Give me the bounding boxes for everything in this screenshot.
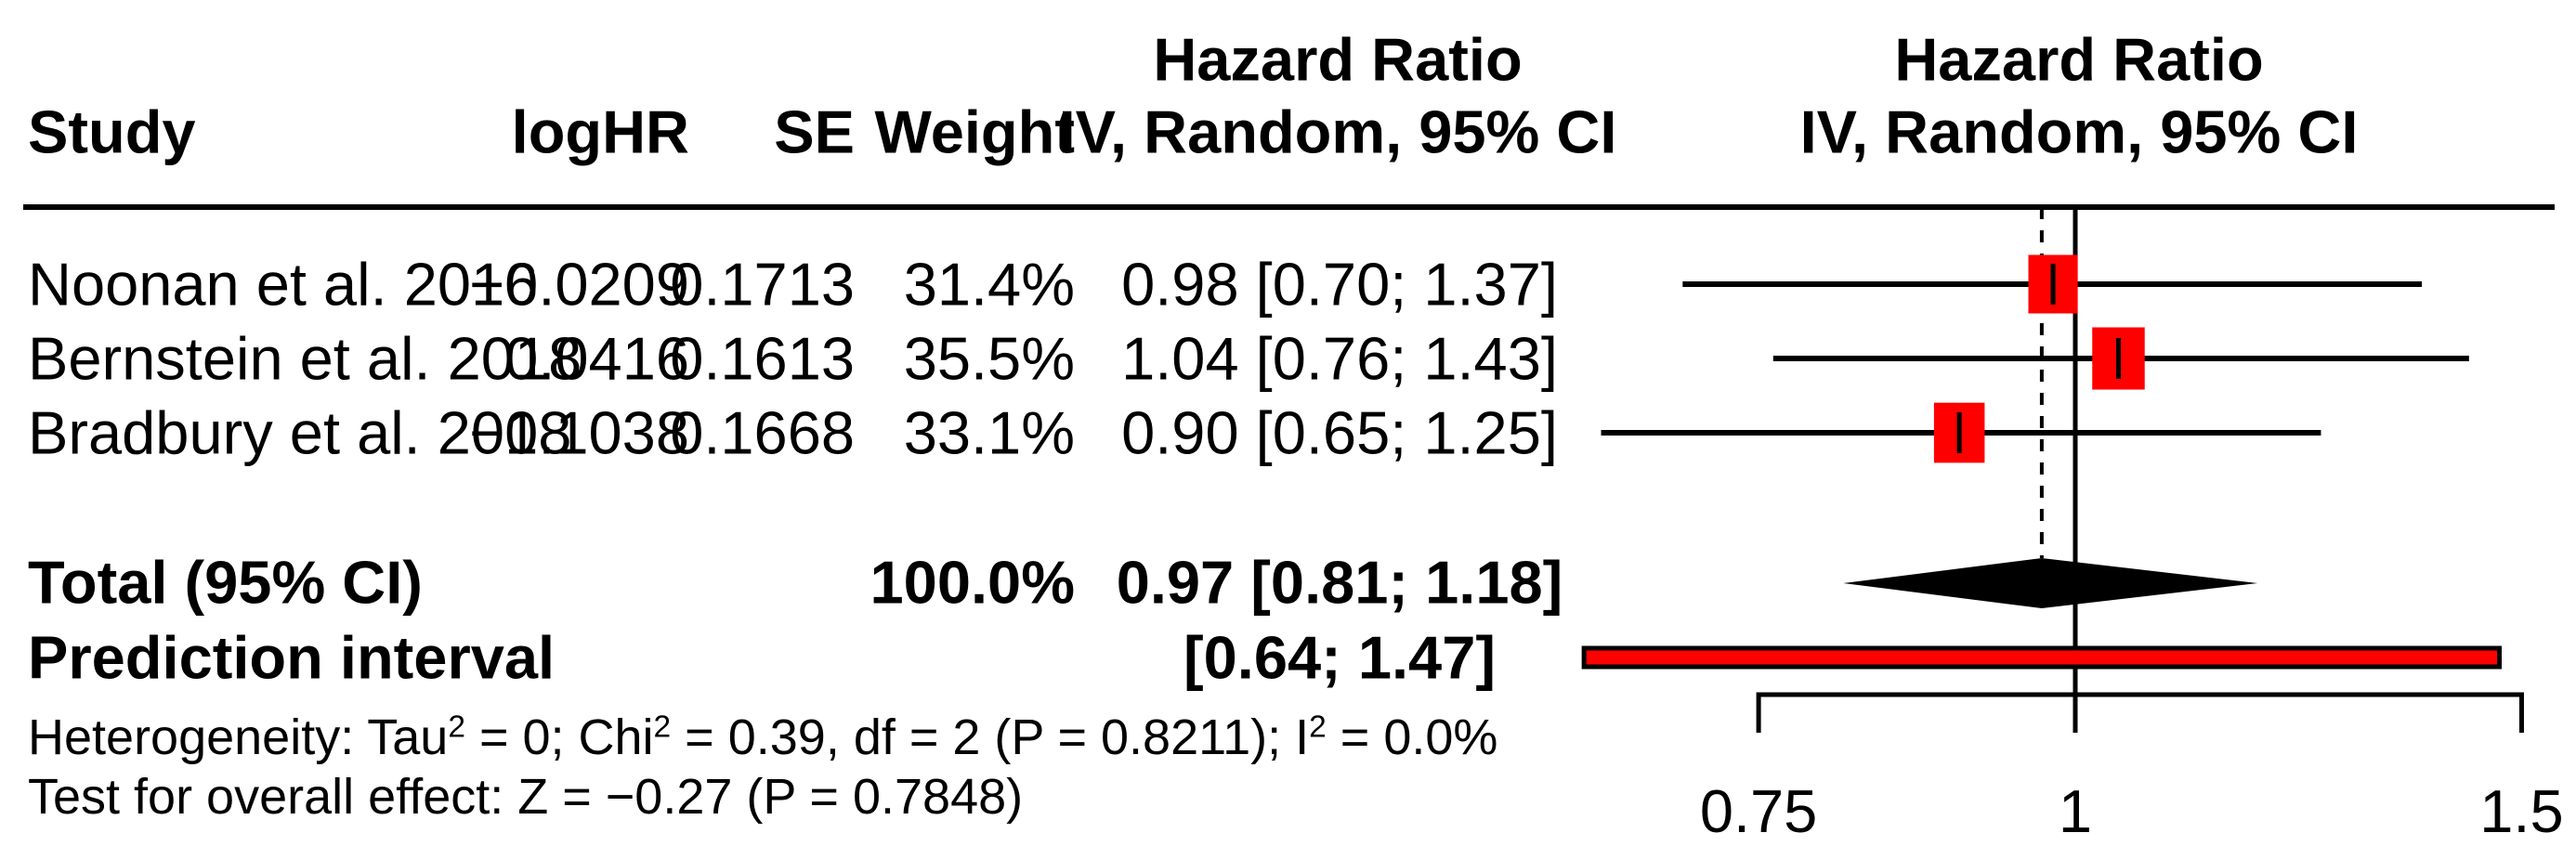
study-loghr: −0.1038 bbox=[469, 398, 689, 467]
study-effect-ci: 0.98 [0.70; 1.37] bbox=[1121, 250, 1558, 319]
plot-header-line1: Hazard Ratio bbox=[1894, 25, 2264, 94]
overall-effect-test: Test for overall effect: Z = −0.27 (P = … bbox=[28, 769, 1024, 825]
study-effect-ci: 1.04 [0.76; 1.43] bbox=[1121, 324, 1558, 393]
study-effect-ci: 0.90 [0.65; 1.25] bbox=[1121, 398, 1558, 467]
study-loghr: 0.0416 bbox=[504, 324, 689, 393]
study-column-header: Study bbox=[28, 98, 196, 166]
x-axis bbox=[1756, 692, 2524, 733]
prediction-interval-ci: [0.64; 1.47] bbox=[1183, 623, 1497, 692]
study-loghr: −0.0209 bbox=[469, 250, 689, 319]
study-weight: 35.5% bbox=[903, 324, 1075, 393]
effect-column-header: IV, Random, 95% CI bbox=[1058, 98, 1617, 166]
se-column-header: SE bbox=[774, 98, 855, 166]
study-name: Bernstein et al. 2018 bbox=[28, 324, 582, 393]
study-weight: 31.4% bbox=[903, 250, 1075, 319]
study-name: Noonan et al. 2016 bbox=[28, 250, 539, 319]
study-name: Bradbury et al. 2018 bbox=[28, 398, 572, 467]
x-axis-tick-label: 1 bbox=[2059, 777, 2092, 845]
study-se: 0.1668 bbox=[670, 398, 855, 467]
x-axis-tick-label: 1.5 bbox=[2479, 777, 2563, 845]
total-diamond bbox=[1843, 558, 2258, 608]
x-axis-tick-label: 0.75 bbox=[1700, 777, 1818, 845]
prediction-interval-label: Prediction interval bbox=[28, 623, 556, 692]
loghr-column-header: logHR bbox=[511, 98, 689, 166]
total-weight: 100.0% bbox=[870, 548, 1075, 617]
total-effect-ci: 0.97 [0.81; 1.18] bbox=[1116, 548, 1563, 617]
total-label: Total (95% CI) bbox=[28, 548, 423, 617]
study-se: 0.1713 bbox=[670, 250, 855, 319]
plot-header-line2: IV, Random, 95% CI bbox=[1799, 98, 2359, 166]
prediction-interval-bar bbox=[1581, 645, 2503, 670]
weight-column-header: Weight bbox=[874, 98, 1075, 166]
heterogeneity-stats: Heterogeneity: Tau2 = 0; Chi2 = 0.39, df… bbox=[28, 709, 1498, 765]
effect-column-header-top: Hazard Ratio bbox=[1153, 25, 1523, 94]
study-weight: 33.1% bbox=[903, 398, 1075, 467]
study-se: 0.1613 bbox=[670, 324, 855, 393]
